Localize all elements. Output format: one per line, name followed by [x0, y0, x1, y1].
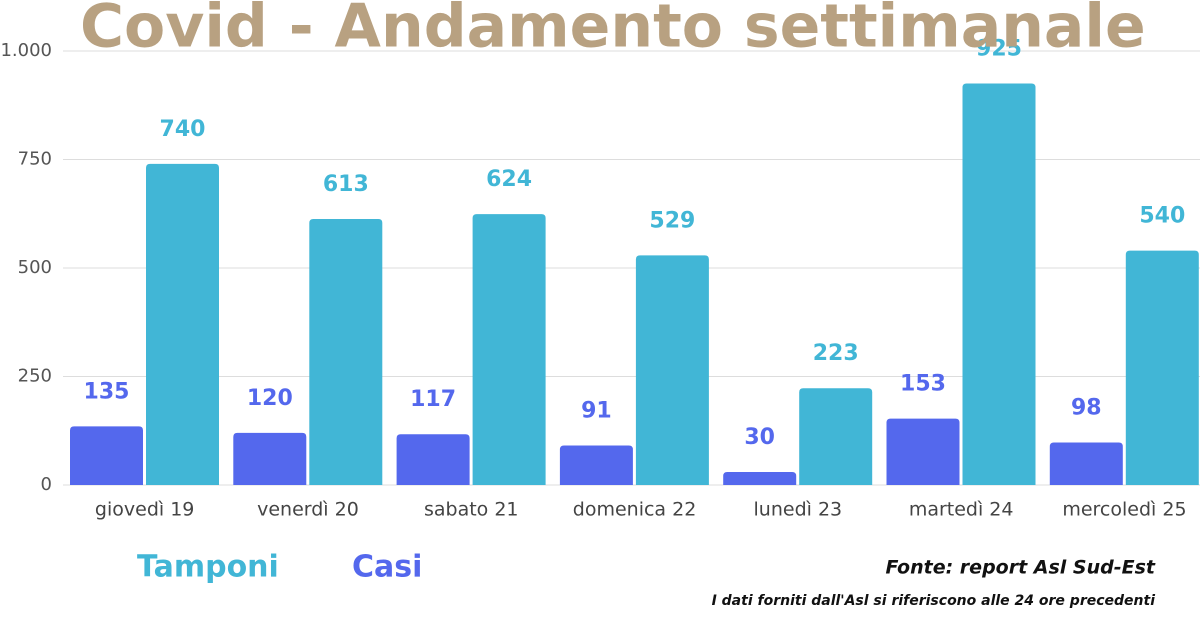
- value-label: 117: [410, 387, 456, 412]
- x-tick-label: martedì 24: [909, 499, 1014, 521]
- x-tick-label: giovedì 19: [95, 499, 194, 521]
- bar: [1125, 250, 1199, 485]
- y-tick-label: 0: [41, 474, 52, 495]
- value-label: 540: [1139, 204, 1185, 229]
- bar: [233, 432, 307, 485]
- x-tick-label: lunedì 23: [754, 499, 843, 521]
- value-label: 223: [813, 341, 859, 366]
- value-label: 529: [649, 208, 695, 233]
- value-label: 91: [581, 399, 612, 424]
- bar: [472, 214, 546, 485]
- value-label: 120: [247, 386, 293, 411]
- legend-entry: Casi: [352, 550, 422, 585]
- source: Fonte: report Asl Sud-Est: [886, 557, 1156, 579]
- value-label: 153: [900, 372, 946, 397]
- value-label: 98: [1071, 395, 1102, 420]
- y-tick-label: 500: [18, 257, 52, 278]
- value-label: 613: [323, 172, 369, 197]
- bar: [723, 471, 797, 485]
- bar: [799, 388, 873, 485]
- x-tick-label: domenica 22: [573, 499, 697, 521]
- bar: [1049, 442, 1123, 485]
- bar: [396, 434, 470, 485]
- value-label: 30: [744, 425, 775, 450]
- note: I dati forniti dall'Asl si riferiscono a…: [712, 593, 1156, 609]
- marks: 740 613 624 529 223 925 540 135 120 117 91 30 153 98: [70, 37, 1199, 486]
- bar: [309, 218, 383, 485]
- value-label: 135: [84, 379, 130, 404]
- chart-title: Covid - Andamento settimanale: [80, 0, 1146, 62]
- y-tick-label: 1.000: [0, 40, 52, 61]
- bar: [559, 445, 633, 485]
- value-label: 624: [486, 167, 532, 192]
- bar: [886, 418, 960, 485]
- x-tick-label: mercoledì 25: [1062, 499, 1186, 521]
- bar: [635, 255, 709, 485]
- bar: [146, 163, 219, 485]
- y-tick-label: 250: [18, 366, 52, 387]
- y-tick-label: 750: [18, 149, 52, 170]
- bar: [962, 83, 1036, 486]
- x-tick-label: sabato 21: [424, 499, 519, 521]
- value-label: 925: [976, 37, 1022, 62]
- legend-entry: Tamponi: [137, 550, 279, 585]
- value-label: 740: [160, 117, 206, 142]
- x-tick-label: venerdì 20: [257, 499, 359, 521]
- bar: [70, 426, 143, 485]
